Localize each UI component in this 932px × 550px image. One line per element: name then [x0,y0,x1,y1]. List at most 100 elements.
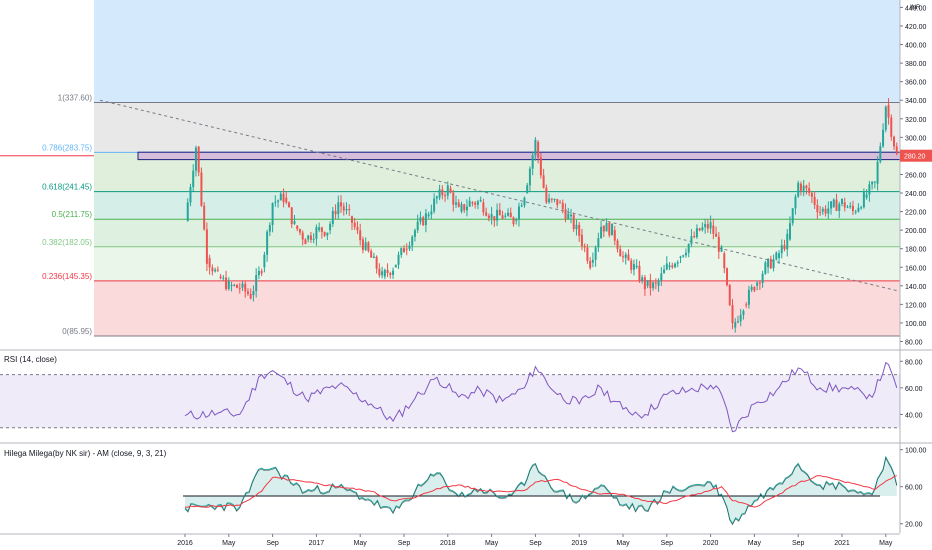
candle-body [569,214,572,217]
candle-body [698,228,701,231]
candle-body [211,267,214,272]
time-tick-label: 2016 [177,540,193,547]
candle-body [676,262,679,264]
candle-body [578,224,581,236]
candle-body [736,321,739,323]
candle-body [808,188,811,193]
candle-body [635,265,638,268]
candle-body [539,157,542,176]
candle-body [860,207,863,209]
candle-body [580,234,583,247]
candle-body [712,225,715,234]
candle-body [819,212,822,214]
candle-body [334,210,337,215]
price-tick-label: 360.00 [905,80,927,87]
candle-body [424,213,427,226]
candle-body [263,254,266,268]
candle-body [397,254,400,265]
candle-body [753,287,756,291]
candle-body [367,242,370,252]
candle-body [799,183,802,191]
candle-body [274,201,277,203]
candle-body [435,196,438,199]
candle-body [452,192,455,205]
candle-body [433,198,436,212]
candle-body [887,104,890,118]
candle-body [791,208,794,224]
candle-body [739,314,742,322]
price-tick-label: 240.00 [905,191,927,198]
candle-body [285,197,288,203]
candle-body [630,260,633,270]
hm-tick-label: 20.00 [905,522,923,529]
candle-body [200,172,203,206]
candle-body [841,198,843,204]
candle-body [260,271,263,274]
price-tick-label: 120.00 [905,302,927,309]
candle-body [564,209,567,220]
candle-body [515,219,518,221]
candle-body [865,194,868,198]
candle-body [745,304,748,306]
price-tick-label: 340.00 [905,98,927,105]
candle-body [813,196,816,206]
candle-body [359,230,362,241]
candle-body [717,236,720,252]
candle-body [479,200,482,202]
price-tick-label: 80.00 [905,340,923,347]
candle-body [871,181,874,185]
candle-body [575,224,578,230]
candle-body [203,205,206,230]
hm-fill [185,457,897,524]
candle-body [600,226,603,239]
candle-body [684,252,687,256]
candle-body [318,227,321,231]
time-tick-label: Sep [792,540,805,547]
fib-level-label: 1(337.60) [58,93,93,102]
candle-body [378,268,381,276]
candle-body [687,243,690,253]
candle-body [810,193,813,197]
candle-body [641,277,644,281]
candle-body [386,269,389,273]
candle-body [567,213,570,220]
candle-body [624,254,627,258]
candle-body [868,184,871,195]
candle-body [225,277,228,289]
candle-body [679,256,682,258]
candle-body [654,282,657,284]
candle-body [723,253,726,269]
hm-tick-label: 60.00 [905,485,923,492]
trendline [99,99,901,292]
candle-body [465,206,468,211]
candle-body [594,247,597,260]
candle-body [821,208,824,212]
candle-body [706,224,709,229]
candle-body [893,136,896,147]
candle-body [230,284,233,286]
candle-body [400,248,403,255]
fib-zone-5 [94,280,900,336]
time-tick-label: Sep [266,540,279,547]
candle-body [186,202,189,221]
candle-body [542,175,545,188]
candle-body [471,202,474,204]
candle-body [290,207,293,224]
candle-body [509,212,512,218]
candle-body [838,203,841,211]
candle-body [528,168,531,186]
candle-body [490,214,493,219]
price-tick-label: 380.00 [905,61,927,68]
candle-body [884,106,887,130]
candle-body [227,280,230,289]
candle-body [340,202,343,207]
candle-body [882,129,885,147]
candle-body [441,189,444,196]
candle-body [830,201,833,209]
candle-body [531,155,534,169]
candle-body [512,217,515,225]
candle-body [778,253,781,258]
candle-body [854,211,857,213]
candle-body [194,147,197,171]
rsi-title: RSI (14, close) [4,355,57,364]
